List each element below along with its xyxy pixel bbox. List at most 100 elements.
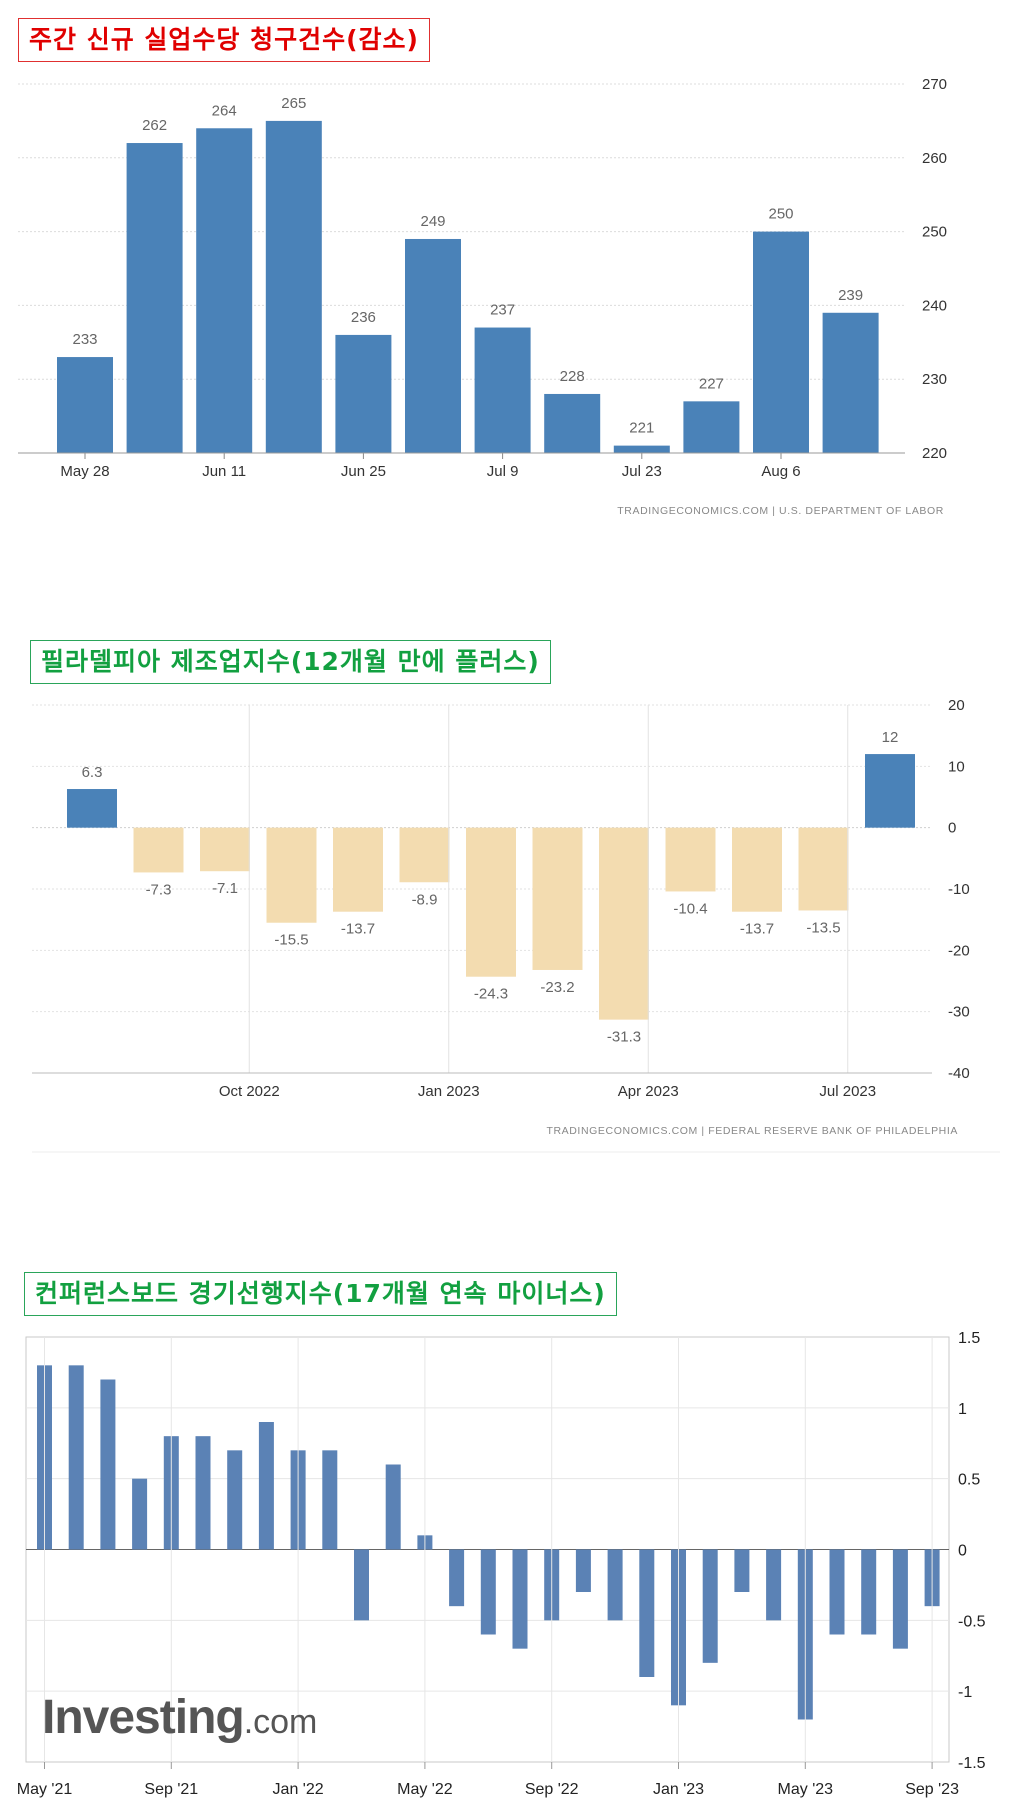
bar [227, 1450, 243, 1550]
data-label: -8.9 [412, 891, 438, 908]
y-tick-label: 1 [958, 1401, 967, 1418]
y-tick-label: 0 [948, 820, 956, 837]
y-tick-label: 10 [948, 758, 965, 775]
bar [734, 1549, 750, 1592]
bar [195, 1436, 211, 1550]
data-label: -13.7 [341, 921, 375, 938]
y-tick-label: -10 [948, 881, 970, 898]
bar [335, 334, 392, 453]
bar [639, 1549, 655, 1677]
x-tick-label: May '22 [397, 1781, 453, 1798]
bar [322, 1450, 338, 1550]
data-label: 237 [490, 302, 515, 319]
bar [385, 1464, 401, 1550]
x-tick-label: Jul 9 [487, 463, 519, 480]
bar [732, 827, 782, 912]
data-label: 12 [882, 729, 899, 746]
bar [665, 827, 716, 892]
bar [607, 1549, 623, 1621]
y-tick-label: 220 [922, 445, 947, 462]
data-label: 221 [629, 420, 654, 437]
data-label: -7.3 [146, 881, 172, 898]
chart2-title: 필라델피아 제조업지수(12개월 만에 플러스) [30, 640, 551, 684]
y-tick-label: 270 [922, 76, 947, 93]
bar [822, 312, 879, 453]
chart3-title: 컨퍼런스보드 경기선행지수(17개월 연속 마이너스) [24, 1272, 617, 1316]
x-tick-label: Jan '22 [273, 1781, 324, 1798]
bar [68, 1365, 84, 1550]
chart1-title: 주간 신규 실업수당 청구건수(감소) [18, 18, 430, 62]
y-tick-label: -0.5 [958, 1613, 986, 1630]
x-tick-label: May '21 [17, 1781, 73, 1798]
bar [766, 1549, 782, 1621]
data-label: -31.3 [607, 1029, 641, 1046]
bar [829, 1549, 845, 1635]
bar [798, 827, 849, 911]
data-label: -10.4 [673, 900, 707, 917]
bar [200, 827, 250, 872]
y-tick-label: 0.5 [958, 1472, 980, 1489]
data-label: 264 [212, 102, 237, 119]
bar [100, 1379, 116, 1550]
x-tick-label: Apr 2023 [618, 1083, 679, 1100]
y-tick-label: 230 [922, 371, 947, 388]
y-tick-label: -20 [948, 942, 970, 959]
investing-logo: Investing.com [42, 1691, 318, 1744]
bar [892, 1549, 908, 1649]
bar [599, 827, 649, 1020]
bar [683, 401, 740, 453]
data-label: -7.1 [212, 880, 238, 897]
y-tick-label: -40 [948, 1065, 970, 1082]
data-label: 250 [768, 206, 793, 223]
y-tick-label: -1.5 [958, 1755, 986, 1772]
x-tick-label: Jan 2023 [418, 1083, 480, 1100]
x-tick-label: Jun 11 [202, 463, 246, 480]
philly-fed-chart: -40 -30 -20 -10 0 10 20 6.3 -7.3 -7.1 Oct 2022 -15.… [32, 697, 1000, 1153]
bar [544, 393, 601, 453]
x-tick-label: May 28 [60, 463, 109, 480]
data-label: 227 [699, 375, 724, 392]
bar [449, 1549, 465, 1607]
bar [57, 357, 113, 453]
bar [512, 1549, 528, 1649]
bar [865, 754, 915, 828]
data-label: 239 [838, 287, 863, 304]
bar [753, 231, 809, 453]
bar [333, 827, 383, 912]
bar [861, 1549, 877, 1635]
source-note: TRADINGECONOMICS.COM | U.S. DEPARTMENT O… [617, 505, 944, 517]
bar [575, 1549, 591, 1592]
data-label: 262 [142, 117, 167, 134]
bar [196, 128, 253, 453]
bar [702, 1549, 718, 1663]
y-tick-label: 240 [922, 297, 947, 314]
bar [466, 827, 516, 977]
bar [258, 1422, 274, 1550]
y-tick-label: -30 [948, 1004, 970, 1021]
bar [67, 789, 117, 828]
y-tick-label: 0 [958, 1543, 967, 1560]
x-tick-label: Sep '23 [905, 1781, 959, 1798]
x-tick-label: Oct 2022 [219, 1083, 280, 1100]
x-tick-label: Jul 2023 [819, 1083, 876, 1100]
y-tick-label: -1 [958, 1684, 972, 1701]
x-tick-label: Jan '23 [653, 1781, 704, 1798]
data-label: 249 [420, 213, 445, 230]
x-tick-label: Jul 23 [622, 463, 662, 480]
bar [265, 120, 322, 454]
data-label: -13.7 [740, 921, 774, 938]
x-tick-label: May '23 [778, 1781, 834, 1798]
y-tick-label: 20 [948, 697, 965, 714]
data-label: 265 [281, 95, 306, 112]
data-label: 6.3 [82, 764, 103, 781]
y-tick-label: 1.5 [958, 1330, 980, 1347]
data-label: -23.2 [540, 979, 574, 996]
bar [266, 827, 317, 923]
jobless-claims-chart: 220 230 240 250 260 270 233 May 28 262 264 Jun 11 2… [18, 76, 947, 517]
bar [126, 143, 183, 454]
x-tick-label: Sep '22 [525, 1781, 579, 1798]
bar [613, 445, 670, 453]
y-tick-label: 260 [922, 150, 947, 167]
data-label: 233 [72, 331, 97, 348]
